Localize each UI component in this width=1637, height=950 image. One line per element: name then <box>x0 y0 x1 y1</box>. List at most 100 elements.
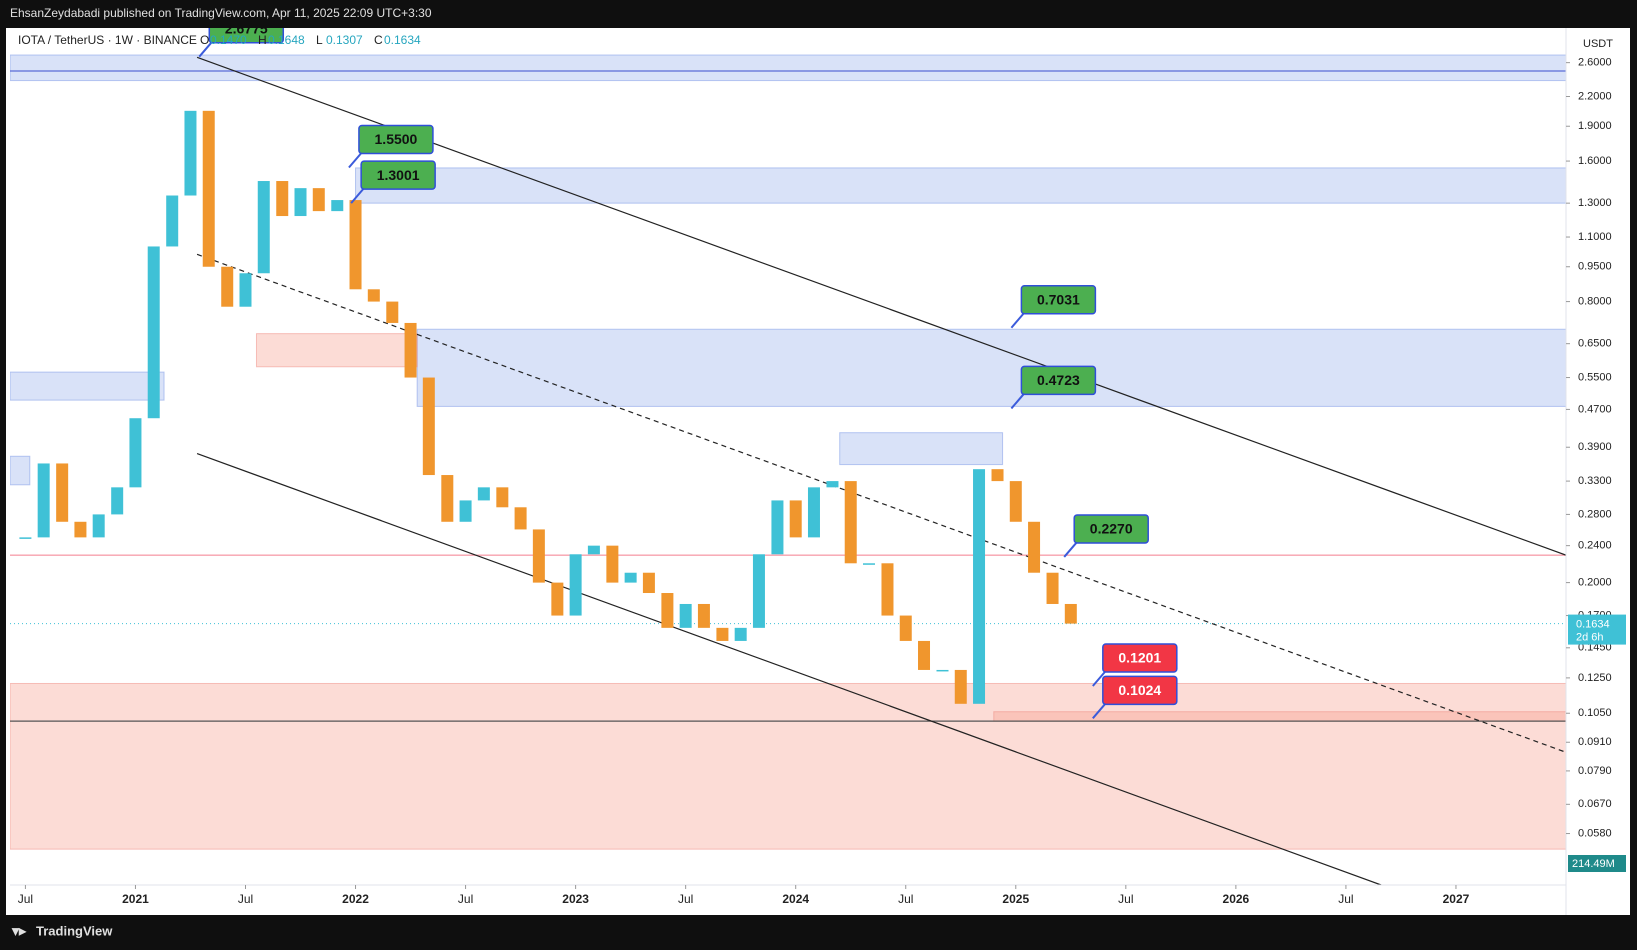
y-tick-label: 1.1000 <box>1578 231 1612 243</box>
annotation-label: 0.4723 <box>1037 372 1080 388</box>
candle <box>844 481 857 564</box>
x-tick-label: Jul <box>1338 892 1353 906</box>
brand-logo: ▾▸ <box>11 923 27 939</box>
candle <box>312 188 325 212</box>
candle <box>441 475 454 522</box>
x-tick-label: 2023 <box>562 892 589 906</box>
candle <box>386 301 399 323</box>
x-tick-label: Jul <box>458 892 473 906</box>
symbol: IOTA / TetherUS · 1W · BINANCE <box>18 33 197 47</box>
annotation-box <box>1102 643 1178 673</box>
zone <box>10 682 1566 850</box>
zone <box>355 167 1566 204</box>
candle <box>92 514 105 538</box>
y-tick-label: 2.2000 <box>1578 90 1612 102</box>
candle <box>826 481 839 488</box>
countdown: 2d 6h <box>1576 631 1604 643</box>
x-tick-label: 2026 <box>1223 892 1250 906</box>
x-tick-label: Jul <box>238 892 253 906</box>
y-tick-label: 0.1050 <box>1578 707 1612 719</box>
header-bar <box>0 0 1637 28</box>
candle <box>807 487 820 538</box>
candle <box>587 545 600 555</box>
last-price-tag <box>1568 614 1626 645</box>
annotation-box <box>358 124 434 155</box>
x-tick-label: Jul <box>898 892 913 906</box>
candle <box>771 500 784 555</box>
candle <box>276 181 289 217</box>
candle <box>147 246 160 419</box>
candle <box>697 603 710 628</box>
candle <box>973 469 986 704</box>
y-tick-label: 2.6000 <box>1578 57 1612 69</box>
zone <box>10 54 1566 82</box>
annotation-box <box>1020 285 1097 315</box>
candle <box>331 200 344 212</box>
ohlc-value: 0.1307 <box>326 33 363 47</box>
x-tick-label: 2021 <box>122 892 149 906</box>
price-axis <box>1566 28 1630 915</box>
candle <box>74 521 87 538</box>
candle <box>899 615 912 641</box>
annotation-box <box>1073 514 1149 544</box>
y-tick-label: 0.2000 <box>1578 577 1612 589</box>
annotation-pointer <box>1063 542 1077 558</box>
candle <box>202 110 215 267</box>
ohlc-value: 0.1648 <box>268 33 305 47</box>
annotation-pointer <box>1010 313 1025 329</box>
axis-unit: USDT <box>1583 38 1613 50</box>
candle <box>257 181 270 274</box>
ohlc-key: C <box>374 33 383 47</box>
y-tick-label: 0.0910 <box>1578 736 1612 748</box>
candle <box>862 563 875 565</box>
annotation-box <box>360 160 436 190</box>
candle <box>459 500 472 522</box>
zone <box>10 455 31 486</box>
candle <box>367 289 380 302</box>
y-tick-label: 0.2400 <box>1578 540 1612 552</box>
candle <box>422 377 435 476</box>
ohlc-value: 0.1470 <box>210 33 247 47</box>
last-price-label: 0.1634 <box>1576 618 1610 630</box>
candle <box>954 669 967 704</box>
candle <box>37 463 50 538</box>
candle <box>1009 481 1022 522</box>
candle <box>991 469 1004 482</box>
candle <box>936 669 949 672</box>
candle <box>1064 603 1077 624</box>
annotation-pointer <box>198 42 213 58</box>
x-tick-label: 2022 <box>342 892 369 906</box>
candle <box>239 273 252 307</box>
y-tick-label: 0.3300 <box>1578 475 1612 487</box>
candle <box>404 322 417 378</box>
annotation-label: 0.1024 <box>1118 682 1161 698</box>
candle <box>19 537 32 539</box>
annotation-pointer <box>1092 703 1106 719</box>
annotation-pointer <box>350 188 364 204</box>
annotation-pointer <box>1010 393 1025 410</box>
x-tick-label: Jul <box>18 892 33 906</box>
chart-panel <box>6 28 1630 915</box>
x-tick-label: 2027 <box>1443 892 1470 906</box>
y-tick-label: 0.1250 <box>1578 672 1612 684</box>
y-tick-label: 0.2800 <box>1578 508 1612 520</box>
y-tick-label: 0.6500 <box>1578 338 1612 350</box>
y-tick-label: 0.9500 <box>1578 261 1612 273</box>
candle <box>514 507 527 530</box>
plot <box>10 54 1566 885</box>
candle <box>184 110 197 196</box>
ohlc-key: H <box>258 33 267 47</box>
x-tick-label: 2024 <box>782 892 809 906</box>
candle <box>221 266 234 307</box>
y-tick-label: 1.9000 <box>1578 120 1612 132</box>
y-tick-label: 1.3000 <box>1578 197 1612 209</box>
candle <box>716 627 729 641</box>
annotation-label: 0.2270 <box>1090 521 1133 537</box>
candle <box>111 487 124 515</box>
x-tick-label: Jul <box>1118 892 1133 906</box>
y-tick-label: 0.3900 <box>1578 441 1612 453</box>
candle <box>1046 572 1059 604</box>
candle <box>551 582 564 616</box>
brand: TradingView <box>36 923 113 938</box>
